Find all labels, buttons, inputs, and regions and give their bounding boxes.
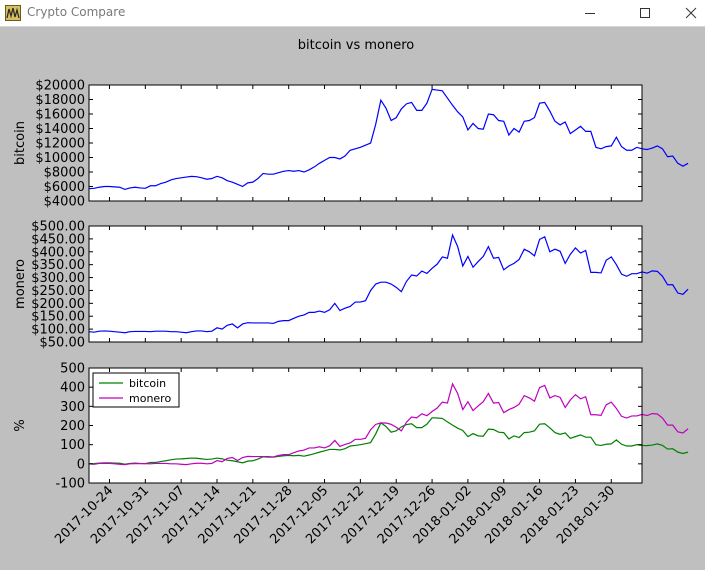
y-tick-label: $10000 — [35, 151, 85, 166]
maximize-button[interactable] — [622, 0, 668, 26]
close-icon — [685, 7, 697, 19]
y-tick-label: $500.00 — [31, 220, 85, 235]
app-icon — [5, 5, 21, 21]
minimize-button[interactable] — [567, 0, 613, 26]
bitcoin-panel: $4000$6000$8000$10000$12000$14000$16000$… — [13, 79, 689, 210]
y-tick-label: $14000 — [35, 122, 85, 137]
y-tick-label: 300 — [60, 400, 85, 415]
series-line-bitcoin — [88, 417, 689, 465]
y-tick-label: -100 — [55, 477, 85, 492]
series-line-value — [88, 233, 689, 334]
legend-label: bitcoin — [129, 377, 166, 390]
y-tick-label: 400 — [60, 381, 85, 396]
series-line-value — [88, 88, 689, 191]
minimize-icon — [584, 7, 596, 19]
y-tick-label: 500 — [60, 362, 85, 377]
figure-canvas: bitcoin vs monero $4000$6000$8000$10000$… — [13, 38, 689, 547]
y-tick-label: $100.00 — [31, 323, 85, 338]
y-tick-label: $12000 — [35, 137, 85, 152]
y-tick-label: 100 — [60, 438, 85, 453]
y-tick-label: 200 — [60, 419, 85, 434]
y-tick-label: 0 — [77, 457, 85, 472]
y-tick-label: $250.00 — [31, 284, 85, 299]
figure-title: bitcoin vs monero — [298, 38, 415, 53]
y-tick-label: $16000 — [35, 108, 85, 123]
percent-panel: -1000100200300400500%2017-10-242017-10-3… — [13, 362, 689, 547]
y-tick-label: $300.00 — [31, 271, 85, 286]
legend-box — [92, 372, 180, 408]
y-tick-label: $6000 — [44, 180, 85, 195]
series-line-monero — [88, 382, 689, 466]
y-tick-label: $400.00 — [31, 245, 85, 260]
y-tick-label: $20000 — [35, 79, 85, 94]
plot-area — [89, 85, 642, 201]
y-axis-label: % — [13, 419, 28, 431]
monero-panel: $50.00$100.00$150.00$200.00$250.00$300.0… — [13, 220, 689, 351]
y-axis-label: monero — [13, 259, 28, 309]
close-button[interactable] — [668, 0, 705, 26]
y-tick-label: $150.00 — [31, 310, 85, 325]
window-title: Crypto Compare — [27, 5, 126, 19]
legend-label: monero — [129, 392, 171, 405]
plot-area — [89, 226, 642, 342]
y-tick-label: $18000 — [35, 93, 85, 108]
y-tick-label: $50.00 — [40, 336, 86, 351]
axes-frame — [88, 225, 643, 343]
y-tick-label: $200.00 — [31, 297, 85, 312]
y-axis-label: bitcoin — [13, 121, 28, 165]
legend: bitcoin monero — [92, 372, 180, 408]
y-tick-label: $4000 — [44, 195, 85, 210]
y-tick-label: $450.00 — [31, 232, 85, 247]
maximize-icon — [639, 7, 651, 19]
title-bar[interactable]: Crypto Compare — [0, 0, 705, 27]
y-tick-label: $8000 — [44, 166, 85, 181]
y-tick-label: $350.00 — [31, 258, 85, 273]
